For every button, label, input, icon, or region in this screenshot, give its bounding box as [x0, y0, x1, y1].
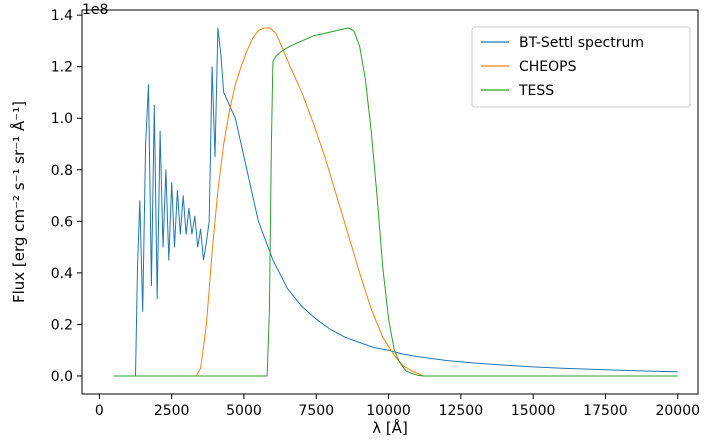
- x-tick-label: 5000: [226, 403, 262, 419]
- x-tick-label: 17500: [583, 403, 628, 419]
- legend-box: [471, 26, 691, 108]
- y-tick-label: 1.4: [51, 8, 73, 24]
- x-tick-label: 12500: [439, 403, 484, 419]
- y-offset-label: 1e8: [82, 2, 108, 18]
- y-tick-label: 0.6: [51, 214, 73, 230]
- x-tick-label: 2500: [154, 403, 190, 419]
- y-tick-label: 0.0: [51, 369, 73, 385]
- x-tick-label: 20000: [655, 403, 700, 419]
- series-line-3: [113, 27, 678, 377]
- series-line-2: [113, 27, 678, 377]
- series-line-1: [113, 27, 678, 377]
- y-tick-label: 0.2: [51, 317, 73, 333]
- y-tick-label: 0.8: [51, 163, 73, 179]
- legend-label: TESS: [518, 83, 554, 99]
- series-layer: [113, 27, 678, 377]
- x-tick-label: 0: [95, 403, 104, 419]
- tick-layer: 0 2500 5000 7500 10000 12500 15000 17500 20000 0.…: [51, 8, 700, 419]
- legend: BT-Settl spectrum CHEOPS TESS: [471, 26, 691, 108]
- y-tick-label: 0.4: [51, 266, 73, 282]
- legend-label: BT-Settl spectrum: [519, 35, 644, 51]
- y-axis-title: Flux [erg cm⁻² s⁻¹ sr⁻¹ Å⁻¹]: [9, 101, 28, 303]
- x-tick-label: 7500: [298, 403, 334, 419]
- x-tick-label: 10000: [366, 403, 411, 419]
- legend-label: CHEOPS: [519, 59, 577, 75]
- x-axis-title: λ [Å]: [372, 418, 408, 437]
- y-tick-label: 1.2: [51, 60, 73, 76]
- x-tick-label: 15000: [511, 403, 556, 419]
- y-tick-label: 1.0: [51, 111, 73, 127]
